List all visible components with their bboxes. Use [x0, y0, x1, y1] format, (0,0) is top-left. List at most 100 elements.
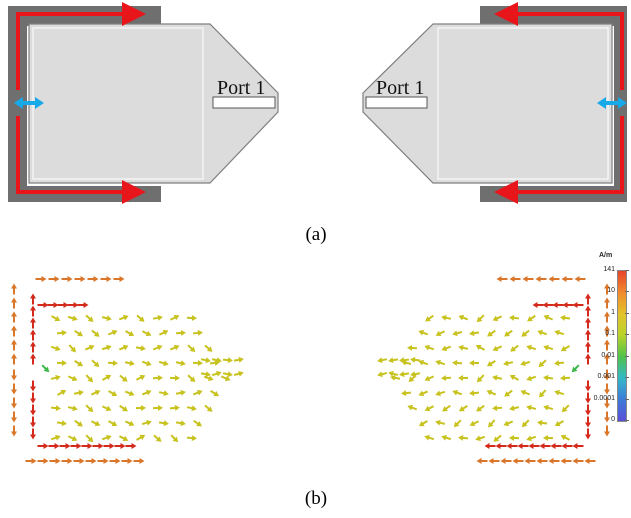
field-arrow-icon [543, 375, 553, 381]
field-arrow-icon [425, 316, 433, 322]
field-arrow-icon [573, 443, 584, 449]
field-arrow-icon [476, 345, 485, 350]
field-arrow-icon [554, 390, 564, 396]
field-arrow-icon [103, 375, 112, 380]
field-arrow-icon [170, 405, 180, 411]
field-arrow-icon [30, 294, 36, 305]
field-arrow-icon [553, 302, 564, 308]
field-arrow-icon [561, 458, 572, 464]
field-arrow-icon [527, 316, 535, 322]
field-arrow-icon [30, 342, 36, 353]
field-arrow-icon [537, 420, 547, 426]
field-arrow-icon [58, 390, 67, 395]
field-arrow-icon [11, 426, 17, 437]
field-arrow-icon [543, 405, 553, 411]
field-arrow-icon [510, 276, 521, 282]
field-arrow-icon [509, 435, 519, 441]
field-arrow-icon [388, 357, 398, 363]
field-arrow-icon [57, 360, 67, 366]
field-arrow-icon [489, 458, 500, 464]
field-arrow-icon [234, 371, 244, 377]
field-arrow-icon [452, 360, 462, 366]
field-arrow-icon [170, 315, 179, 320]
field-arrow-icon [11, 298, 17, 309]
field-arrow-icon [509, 405, 519, 411]
field-arrow-icon [539, 360, 546, 367]
field-arrow-icon [477, 458, 488, 464]
field-arrow-icon [522, 420, 529, 427]
field-arrow-icon [549, 276, 560, 282]
field-arrow-icon [469, 330, 479, 336]
field-arrow-icon [562, 276, 573, 282]
field-arrow-icon [51, 375, 61, 381]
field-arrow-icon [454, 420, 461, 427]
field-arrow-icon [176, 390, 186, 396]
field-arrow-icon [486, 390, 495, 396]
field-arrow-icon [102, 406, 111, 411]
field-arrow-icon [425, 376, 434, 381]
field-arrow-icon [68, 405, 78, 411]
field-arrow-icon [492, 375, 502, 381]
field-arrow-icon [525, 458, 536, 464]
field-arrow-icon [477, 315, 484, 322]
field-arrow-icon [30, 393, 36, 404]
field-arrow-icon [234, 357, 244, 363]
field-arrow-icon [176, 360, 186, 366]
field-arrow-icon [488, 420, 495, 428]
field-arrow-icon [543, 345, 553, 351]
field-arrow-icon [120, 406, 128, 412]
field-arrow-icon [57, 330, 67, 336]
field-arrow-icon [11, 284, 17, 295]
field-arrow-icon [86, 405, 93, 412]
field-arrow-icon [469, 360, 479, 366]
field-arrow-icon [136, 405, 146, 411]
field-arrow-icon [120, 375, 128, 381]
field-arrow-icon [526, 435, 536, 441]
colorbar-tick-mark [625, 334, 629, 335]
field-arrow-icon [504, 331, 512, 337]
field-arrow-icon [410, 357, 420, 363]
field-arrow-icon [507, 443, 518, 449]
field-arrow-icon [142, 361, 151, 367]
field-arrow-icon [101, 276, 112, 282]
field-arrow-icon [69, 345, 76, 352]
field-arrow-icon [436, 331, 445, 336]
field-arrow-icon [86, 435, 93, 442]
field-arrow-icon [30, 381, 36, 392]
field-arrow-icon [187, 405, 197, 411]
field-arrow-icon [562, 405, 569, 412]
field-arrow-icon [11, 340, 17, 351]
field-arrow-icon [142, 331, 151, 336]
field-arrow-icon [51, 405, 61, 411]
field-arrow-icon [98, 458, 109, 464]
caption-a: (a) [286, 224, 346, 246]
field-arrow-icon [134, 458, 145, 464]
field-arrow-icon [504, 391, 512, 397]
field-arrow-icon [86, 315, 94, 322]
field-arrow-icon [171, 435, 178, 442]
field-arrow-icon [526, 345, 536, 351]
field-arrow-icon [125, 421, 134, 426]
field-arrow-icon [187, 435, 197, 441]
field-arrow-icon [109, 391, 118, 396]
field-arrow-icon [585, 458, 596, 464]
field-arrow-icon [526, 405, 536, 411]
field-arrow-icon [533, 302, 544, 308]
field-arrow-icon [554, 360, 564, 366]
field-arrow-icon [223, 357, 233, 363]
field-arrow-icon [201, 371, 211, 377]
field-arrow-icon [11, 384, 17, 395]
field-arrow-icon [36, 276, 47, 282]
field-arrow-icon [30, 354, 36, 365]
field-arrow-icon [78, 302, 89, 308]
field-arrow-icon [153, 375, 163, 381]
field-arrow-icon [68, 315, 78, 321]
field-arrow-icon [30, 330, 36, 341]
field-arrow-icon [136, 345, 146, 351]
field-arrow-icon [211, 391, 219, 396]
field-arrow-icon [115, 443, 126, 449]
colorbar-tick-label: 0.001 [597, 373, 615, 380]
field-arrow-icon [441, 315, 451, 321]
field-arrow-icon [102, 435, 111, 441]
field-arrow-icon [74, 458, 85, 464]
